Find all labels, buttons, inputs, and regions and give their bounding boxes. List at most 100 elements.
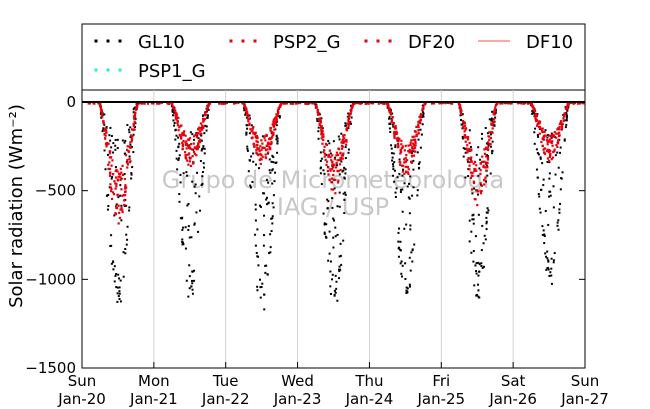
point (330, 167, 334, 170)
y-ticks: 0 −500 −1000 −1500 (25, 93, 585, 377)
point (466, 149, 469, 152)
point (550, 134, 553, 137)
point (119, 279, 122, 282)
point (485, 169, 488, 172)
point (543, 235, 546, 238)
legend-label: DF10 (526, 32, 573, 53)
point (417, 123, 420, 127)
point (107, 142, 110, 145)
point (543, 130, 546, 133)
point (389, 130, 392, 133)
point (394, 127, 397, 130)
point (249, 128, 252, 131)
point (173, 107, 176, 110)
point (332, 166, 335, 169)
point (395, 130, 398, 133)
point (99, 106, 102, 109)
point (547, 223, 550, 226)
point (388, 111, 392, 114)
point (193, 223, 196, 226)
point (539, 157, 542, 160)
point (399, 190, 402, 193)
point (423, 103, 426, 106)
point (550, 158, 553, 161)
point (114, 205, 118, 208)
point (178, 126, 181, 129)
point (199, 138, 202, 141)
point (110, 262, 113, 265)
point (509, 102, 512, 105)
point (329, 260, 332, 263)
point (102, 122, 105, 125)
point (553, 131, 556, 134)
point (421, 104, 424, 107)
point (559, 122, 562, 125)
point (392, 122, 395, 125)
point (566, 114, 569, 117)
point (191, 270, 194, 273)
point (505, 102, 508, 105)
point (549, 190, 552, 193)
point (271, 215, 274, 218)
point (254, 244, 257, 247)
point (190, 236, 193, 239)
point (465, 147, 468, 150)
point (196, 171, 199, 174)
point (184, 226, 187, 229)
point (398, 158, 401, 161)
point (268, 145, 271, 149)
point (269, 147, 272, 150)
point (119, 167, 122, 171)
point (319, 151, 322, 154)
point (562, 119, 565, 122)
point (114, 187, 117, 190)
point (339, 151, 342, 154)
point (101, 130, 104, 133)
point (188, 160, 191, 163)
point (273, 180, 276, 183)
point (246, 115, 250, 118)
point (267, 202, 270, 205)
point (110, 135, 113, 138)
point (338, 270, 341, 273)
point (178, 154, 181, 157)
point (323, 149, 326, 152)
point (119, 194, 122, 197)
point (404, 277, 407, 280)
point (202, 145, 205, 148)
point (396, 136, 400, 140)
point (468, 240, 471, 243)
point (97, 102, 100, 105)
point (468, 219, 471, 222)
y-axis-title: Solar radiation (Wm⁻²) (6, 104, 27, 308)
point (349, 104, 352, 107)
point (264, 153, 267, 156)
point (415, 133, 418, 136)
point (340, 160, 343, 163)
point (405, 286, 408, 289)
point (110, 146, 113, 149)
point (406, 165, 409, 169)
point (107, 193, 110, 196)
point (390, 118, 393, 121)
point (275, 161, 278, 164)
point (558, 208, 561, 211)
point (338, 268, 341, 271)
point (259, 286, 262, 289)
point (265, 264, 268, 267)
point (468, 168, 471, 171)
x-ticks: SunJan-20MonJan-21TueJan-22WedJan-23ThuJ… (57, 362, 609, 408)
legend-marker (388, 39, 392, 43)
x-tick-label-day: Sun (68, 372, 97, 390)
point (189, 164, 193, 168)
point (188, 236, 191, 239)
point (413, 143, 416, 147)
point (494, 116, 497, 119)
point (111, 191, 115, 194)
point (177, 136, 180, 139)
point (250, 155, 253, 158)
point (417, 132, 420, 135)
point (324, 158, 327, 162)
point (124, 252, 127, 255)
point (247, 170, 250, 173)
